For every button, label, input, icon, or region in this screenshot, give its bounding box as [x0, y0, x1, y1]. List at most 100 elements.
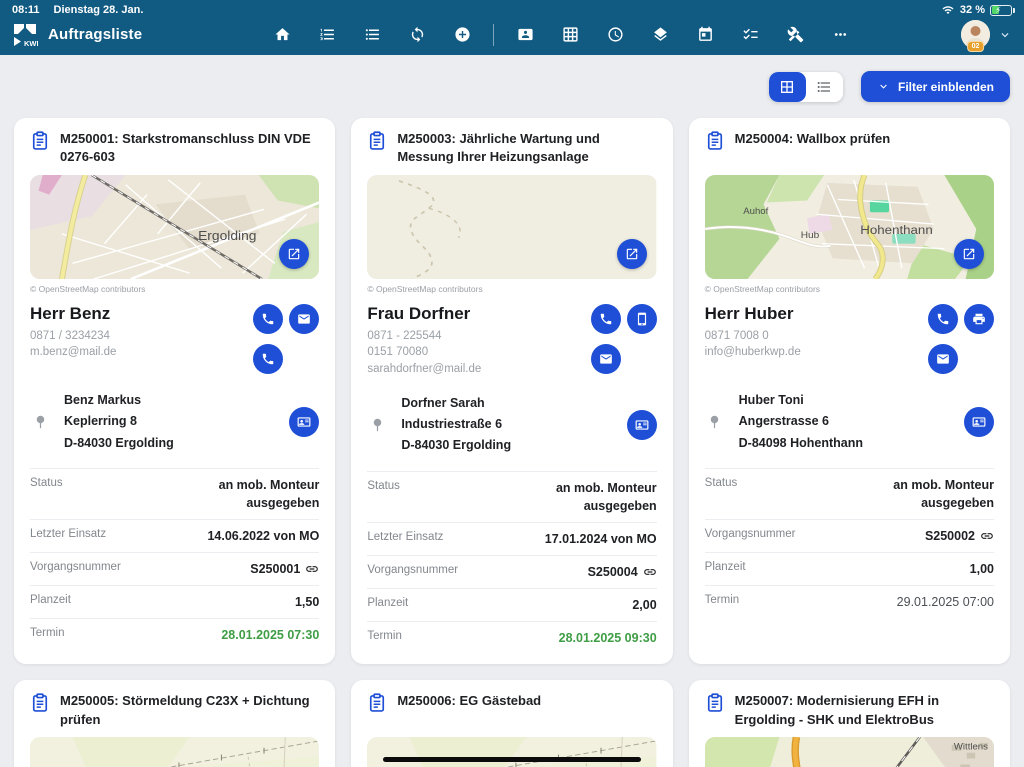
map-preview	[367, 737, 657, 767]
contact-detail: 0871 / 3234234	[30, 330, 110, 342]
phone-button[interactable]	[928, 304, 958, 334]
contact-detail: sarahdorfner@mail.de	[367, 362, 482, 375]
row-value: S250004	[588, 563, 657, 581]
detail-row: Vorgangsnummer S250001	[30, 552, 320, 585]
order-card-header: M250003: Jährliche Wartung und Messung I…	[367, 130, 656, 168]
order-card: M250001: Starkstromanschluss DIN VDE 027…	[14, 118, 336, 665]
nav-checklist-icon[interactable]	[740, 25, 760, 45]
table-view-icon	[781, 80, 794, 93]
detail-row: Status an mob. Monteur ausgegeben	[367, 470, 657, 522]
svg-text:KWP: KWP	[24, 39, 38, 48]
order-card: M250004: Wallbox prüfen Auhof Hub Hohentha…	[688, 118, 1010, 665]
map-attribution: © OpenStreetMap contributors	[30, 284, 146, 294]
open-map-button[interactable]	[616, 239, 647, 269]
order-card: M250006: EG Gästebad © OpenStreetMap con…	[351, 680, 673, 767]
row-value: 28.01.2025 09:30	[558, 631, 657, 646]
open-map-button[interactable]	[954, 239, 984, 269]
order-title: M250004: Wallbox prüfen	[734, 131, 891, 146]
row-label: Planzeit	[367, 597, 409, 610]
table-view-button[interactable]	[768, 71, 806, 102]
status-bar: 08:11 Dienstag 28. Jan. 32 % ⚡	[0, 0, 1024, 18]
row-label: Status	[704, 476, 738, 489]
address-line: Keplerring 8	[64, 414, 137, 429]
detail-row: Planzeit 1,00	[704, 552, 994, 585]
profile-chevron-down-icon[interactable]	[998, 28, 1012, 42]
nav-home-icon[interactable]	[272, 25, 292, 45]
map-town-label: Ergolding	[198, 228, 256, 242]
contact-detail: m.benz@mail.de	[30, 346, 117, 359]
detail-row: Termin 28.01.2025 07:30	[30, 618, 320, 651]
row-label: Vorgangsnummer	[704, 528, 796, 540]
mail-button[interactable]	[928, 344, 958, 374]
nav-more-icon[interactable]	[830, 25, 850, 45]
nav-icon-row	[230, 23, 892, 46]
task-clipboard-icon	[30, 131, 50, 151]
map-town-label: Hub	[800, 230, 819, 241]
contact-card-button[interactable]	[964, 406, 994, 437]
map-preview: Wittlens	[704, 737, 994, 767]
chevron-down-icon	[880, 84, 887, 89]
row-label: Planzeit	[30, 594, 71, 607]
contact-card-button[interactable]	[289, 406, 320, 437]
order-title: M250006: EG Gästebad	[397, 693, 542, 709]
nav-address-book-icon[interactable]	[515, 25, 535, 45]
detail-row: Letzter Einsatz 14.06.2022 von MO	[30, 519, 320, 552]
map-image: Wittlens	[704, 737, 994, 767]
map-image: Ergolding	[30, 175, 320, 279]
list-view-button[interactable]	[805, 71, 843, 102]
address-section: Huber Toni Angerstrasse 6 D-84098 Hohentha…	[705, 378, 994, 464]
linked-order-icon[interactable]	[643, 565, 657, 579]
home-indicator[interactable]	[383, 757, 641, 762]
nav-calendar-icon[interactable]	[695, 25, 715, 45]
open-map-button[interactable]	[279, 239, 310, 269]
map-image	[367, 175, 657, 279]
order-card: M250003: Jährliche Wartung und Messung I…	[351, 118, 673, 665]
order-card: M250005: Störmeldung C23X + Dichtung prü…	[14, 680, 336, 767]
contact-detail: info@huberkwp.de	[704, 346, 801, 359]
nav-divider	[493, 23, 494, 46]
nav-sync-icon[interactable]	[407, 25, 427, 45]
address-line: Angerstrasse 6	[738, 414, 829, 429]
nav-add-circle-icon[interactable]	[452, 25, 472, 45]
detail-row: Termin 28.01.2025 09:30	[367, 621, 657, 654]
clock-time: 08:11	[12, 4, 40, 16]
address-line: D-84030 Ergolding	[401, 438, 512, 453]
linked-order-icon[interactable]	[980, 529, 994, 543]
location-pin-icon	[30, 412, 50, 432]
address-line: Industriestraße 6	[401, 417, 503, 432]
task-clipboard-icon	[705, 693, 725, 713]
linked-order-icon[interactable]	[305, 562, 319, 576]
fax-button[interactable]	[964, 304, 994, 334]
contact-name: Herr Benz	[30, 304, 111, 323]
contact-card-button[interactable]	[626, 409, 657, 440]
phone-button[interactable]	[253, 344, 284, 374]
contact-detail: 0871 7008 0	[704, 330, 769, 342]
row-value: an mob. Monteur ausgegeben	[555, 480, 657, 513]
order-card-header: M250006: EG Gästebad	[367, 692, 656, 730]
phone-button[interactable]	[253, 304, 284, 334]
filter-toggle-button[interactable]: Filter einblenden	[860, 71, 1010, 102]
map-preview	[367, 175, 657, 279]
nav-bullet-list-icon[interactable]	[362, 25, 382, 45]
detail-rows: Status an mob. Monteur ausgegeben Letzte…	[367, 470, 657, 655]
nav-clock-icon[interactable]	[605, 25, 625, 45]
wifi-icon	[942, 6, 954, 14]
mail-button[interactable]	[590, 344, 621, 374]
nav-tools-icon[interactable]	[785, 25, 805, 45]
row-value: 29.01.2025 07:00	[896, 595, 994, 610]
battery-percent: 32 %	[959, 4, 985, 16]
nav-ordered-list-icon[interactable]	[317, 25, 337, 45]
nav-layers-icon[interactable]	[650, 25, 670, 45]
phone-button[interactable]	[590, 304, 621, 334]
task-clipboard-icon	[367, 693, 387, 713]
view-toggle	[768, 71, 843, 102]
contact-name: Frau Dorfner	[367, 304, 471, 323]
user-avatar[interactable]: 02	[961, 20, 990, 52]
mail-button[interactable]	[289, 304, 320, 334]
order-card-grid: M250001: Starkstromanschluss DIN VDE 027…	[14, 118, 1010, 767]
nav-bar: KWP Auftragsliste 02	[0, 18, 1024, 55]
row-label: Status	[367, 479, 400, 492]
smartphone-button[interactable]	[626, 304, 657, 334]
contact-detail: 0871 - 225544	[367, 330, 442, 342]
nav-table-grid-icon[interactable]	[560, 25, 580, 45]
